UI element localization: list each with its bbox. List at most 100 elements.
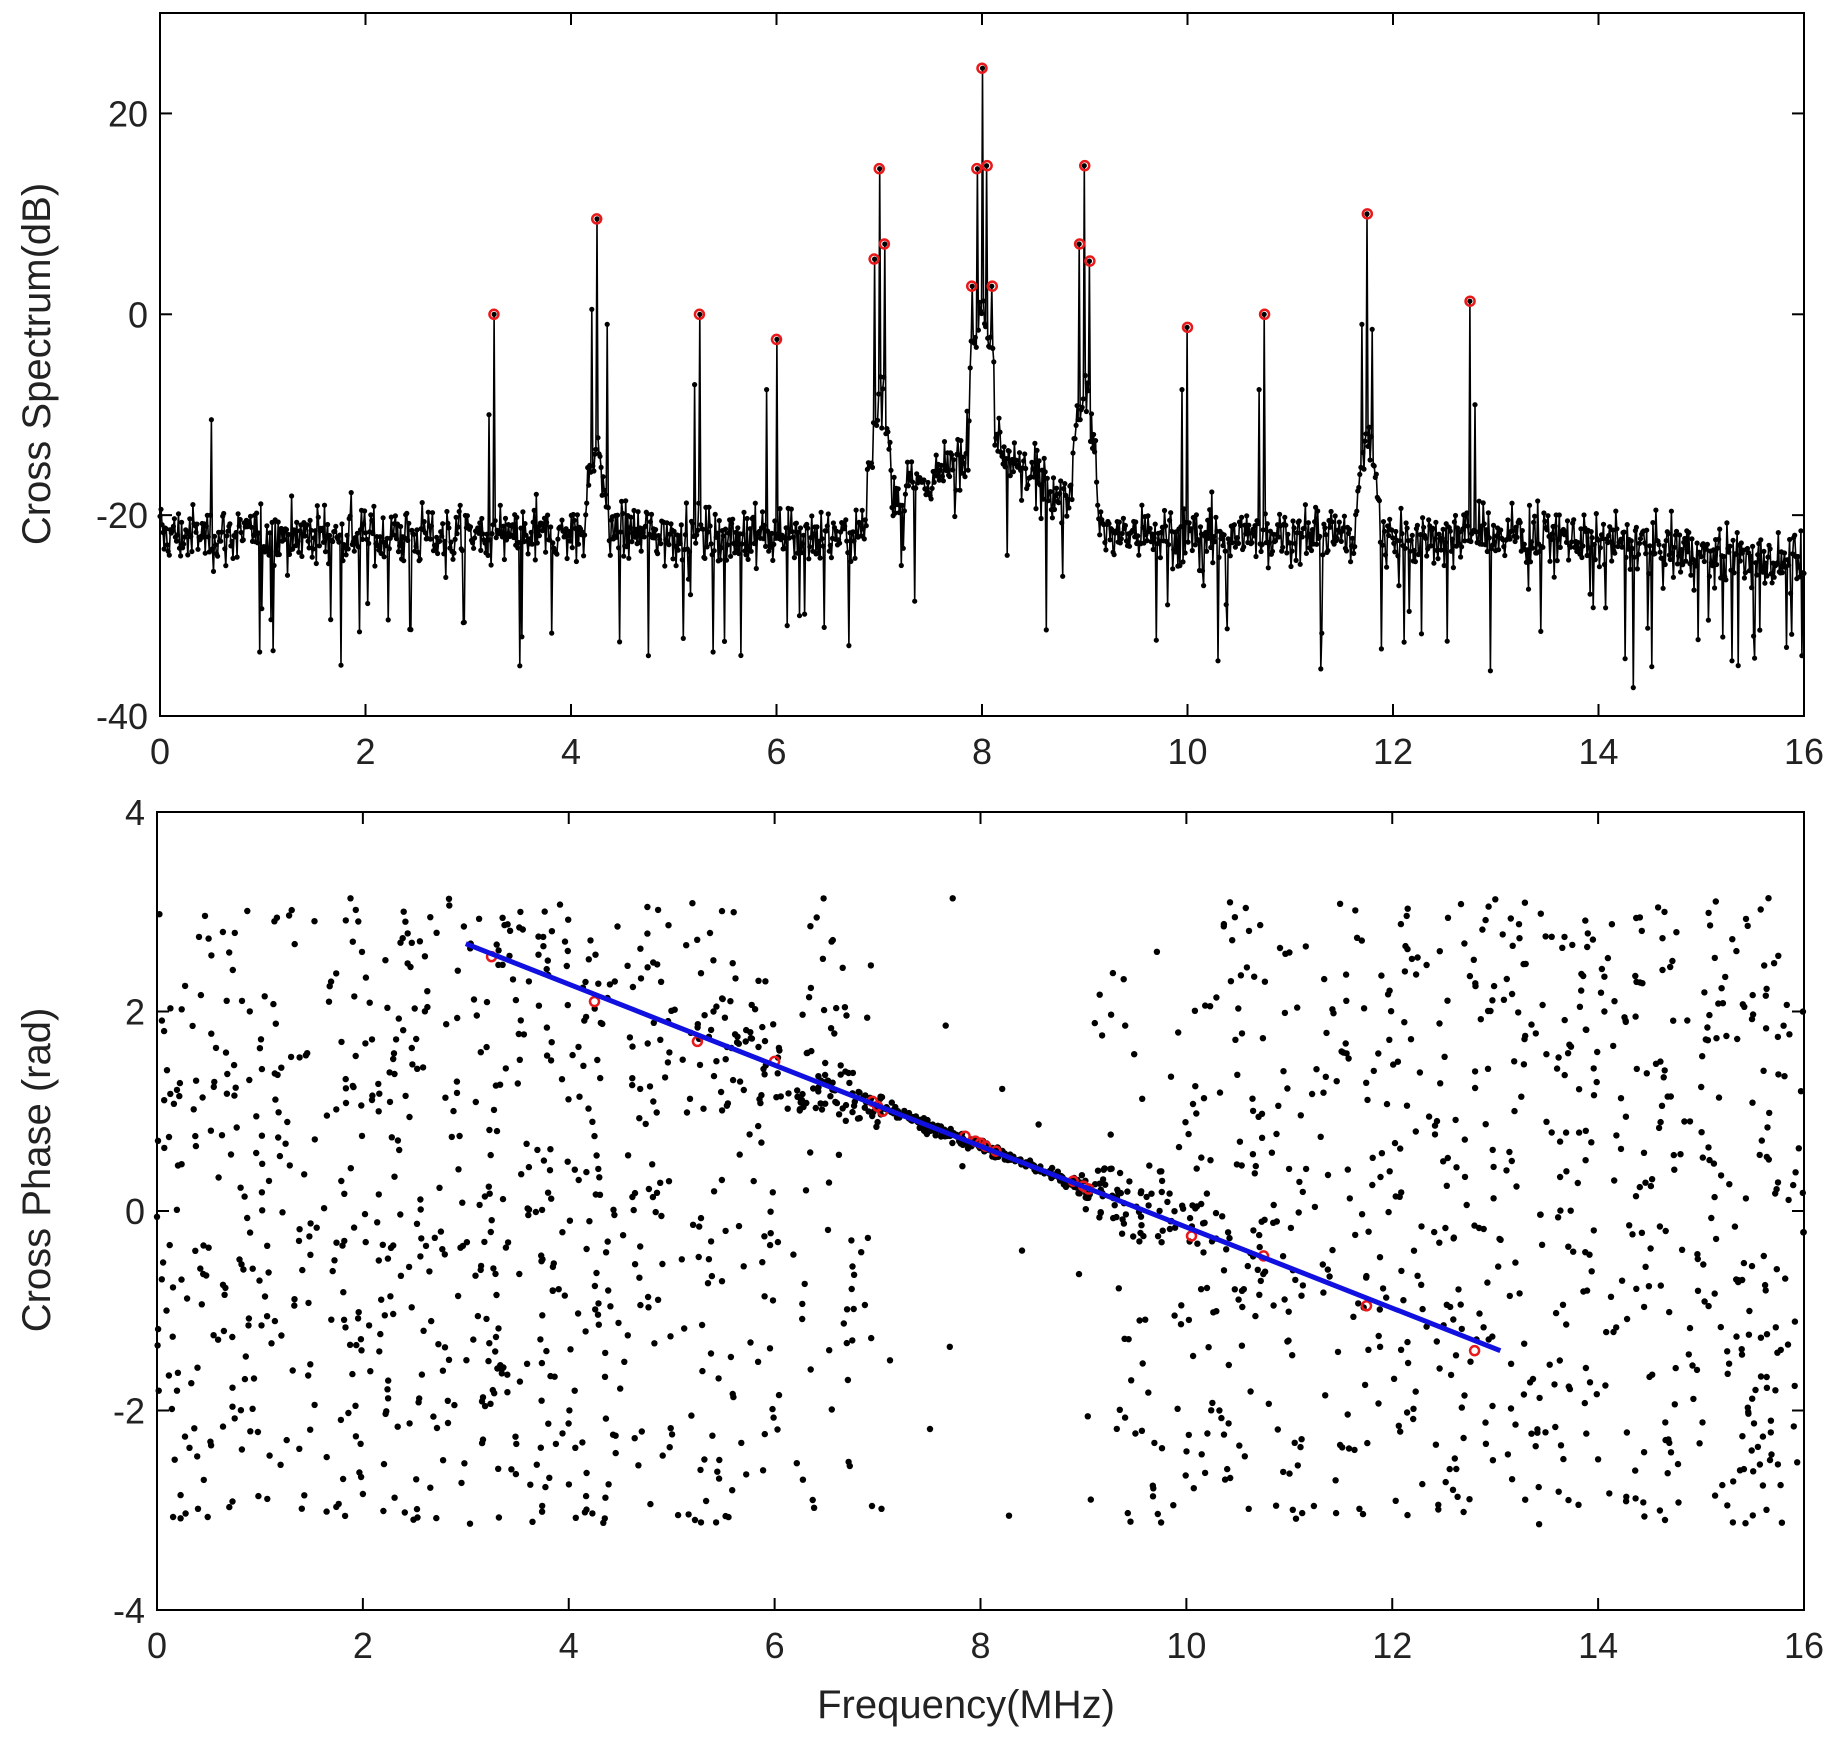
phase-sample-point [1124, 1188, 1131, 1195]
phase-sample-point [532, 1208, 540, 1216]
spectrum-sample-marker [1040, 496, 1046, 502]
phase-sample-point [1171, 1208, 1178, 1215]
phase-sample-point [561, 1292, 568, 1299]
phase-sample-point [1282, 950, 1289, 957]
spectrum-sample-marker [770, 557, 776, 564]
phase-sample-point [657, 978, 665, 985]
phase-sample-point [1005, 1512, 1013, 1519]
spectrum-sample-marker [1210, 560, 1216, 566]
phase-sample-point [1238, 1030, 1246, 1037]
spectrum-sample-marker [817, 555, 823, 561]
phase-sample-point [585, 956, 592, 963]
phase-sample-point [1773, 1266, 1781, 1273]
spectrum-sample-marker [315, 514, 321, 520]
spectrum-sample-marker [305, 538, 311, 544]
phase-sample-point [205, 935, 212, 942]
spectrum-sample-marker [629, 539, 635, 545]
phase-sample-point [1234, 1071, 1241, 1079]
spectrum-sample-marker [1253, 553, 1259, 560]
spectrum-sample-marker [1161, 507, 1168, 514]
phase-sample-point [775, 1391, 783, 1399]
phase-sample-point [1386, 987, 1393, 994]
phase-sample-point [1642, 1179, 1649, 1186]
phase-sample-point [1554, 1214, 1562, 1221]
spectrum-sample-marker [1447, 528, 1453, 534]
phase-sample-point [1447, 1371, 1455, 1379]
phase-sample-point [1369, 1154, 1376, 1162]
spectrum-sample-marker [1544, 527, 1550, 533]
spectrum-sample-marker [802, 611, 808, 617]
phase-sample-point [1136, 1317, 1143, 1324]
phase-sample-point [1122, 1211, 1130, 1218]
phase-sample-point [1667, 963, 1674, 971]
phase-sample-point [1443, 1182, 1451, 1190]
phase-sample-point [311, 1401, 318, 1409]
phase-sample-point [200, 1476, 207, 1484]
phase-sample-point [1786, 1031, 1793, 1038]
phase-sample-point [718, 1278, 726, 1285]
spectrum-sample-marker [1056, 500, 1062, 506]
phase-sample-point [1633, 978, 1640, 986]
phase-sample-point [1418, 1223, 1425, 1230]
phase-sample-point [1763, 1384, 1771, 1392]
spectrum-sample-marker [666, 542, 672, 548]
spectrum-sample-marker [1593, 510, 1599, 517]
phase-sample-point [1694, 1251, 1701, 1258]
phase-sample-point [807, 1366, 814, 1373]
spectrum-sample-marker [784, 623, 790, 629]
spectrum-sample-marker [1309, 527, 1316, 533]
spectrum-sample-marker [1584, 552, 1590, 559]
phase-sample-point [1400, 1297, 1407, 1304]
phase-sample-point [769, 1189, 776, 1196]
phase-sample-point [1334, 1348, 1342, 1356]
spectrum-sample-marker [1656, 542, 1662, 548]
spectrum-sample-marker [375, 543, 381, 549]
spectrum-sample-marker [1352, 544, 1358, 550]
phase-sample-point [288, 906, 295, 914]
spectrum-sample-marker [1262, 511, 1268, 517]
phase-sample-point [1706, 1156, 1713, 1164]
spectrum-sample-marker [1302, 502, 1308, 508]
phase-sample-point [1742, 1195, 1750, 1202]
phase-sample-point [1590, 1227, 1598, 1234]
phase-sample-point [174, 1162, 182, 1169]
spectrum-sample-marker [1705, 617, 1711, 623]
phase-sample-point [1284, 1085, 1291, 1092]
phase-sample-point [224, 1070, 231, 1078]
phase-sample-point [358, 1102, 365, 1109]
phase-sample-point [868, 1502, 876, 1510]
spectrum-peak-marker [965, 280, 978, 292]
spectrum-sample-marker [814, 524, 820, 530]
spectrum-sample-marker [1646, 571, 1652, 577]
phase-sample-point [1508, 990, 1516, 998]
phase-sample-point [1336, 900, 1344, 907]
phase-sample-point [1552, 1309, 1560, 1317]
phase-sample-point [169, 1513, 177, 1521]
spectrum-sample-marker [957, 487, 963, 493]
spectrum-sample-marker [290, 546, 296, 552]
phase-sample-point [637, 1085, 644, 1093]
phase-sample-point [1154, 1510, 1162, 1518]
spectrum-sample-marker [417, 556, 423, 562]
spectrum-sample-marker [750, 514, 756, 521]
spectrum-sample-marker [739, 541, 745, 547]
phase-sample-point [758, 1092, 765, 1099]
spectrum-sample-marker [1597, 545, 1603, 551]
phase-sample-point [850, 1305, 857, 1313]
phase-sample-point [1699, 1154, 1707, 1161]
spectrum-sample-marker [422, 530, 428, 536]
spectrum-sample-marker [932, 468, 938, 474]
spectrum-sample-marker [761, 522, 768, 529]
phase-sample-point [1182, 1472, 1189, 1479]
phase-sample-point [353, 1341, 360, 1349]
phase-sample-point [1167, 1073, 1175, 1080]
spectrum-sample-marker [1323, 532, 1329, 538]
spectrum-sample-marker [285, 531, 292, 538]
phase-sample-point [1515, 921, 1523, 928]
spectrum-sample-marker [554, 551, 560, 557]
spectrum-sample-marker [1621, 529, 1627, 535]
spectrum-sample-marker [895, 486, 901, 492]
phase-sample-point [797, 1099, 804, 1106]
phase-sample-point [527, 1481, 534, 1488]
phase-sample-point [1729, 1519, 1737, 1526]
